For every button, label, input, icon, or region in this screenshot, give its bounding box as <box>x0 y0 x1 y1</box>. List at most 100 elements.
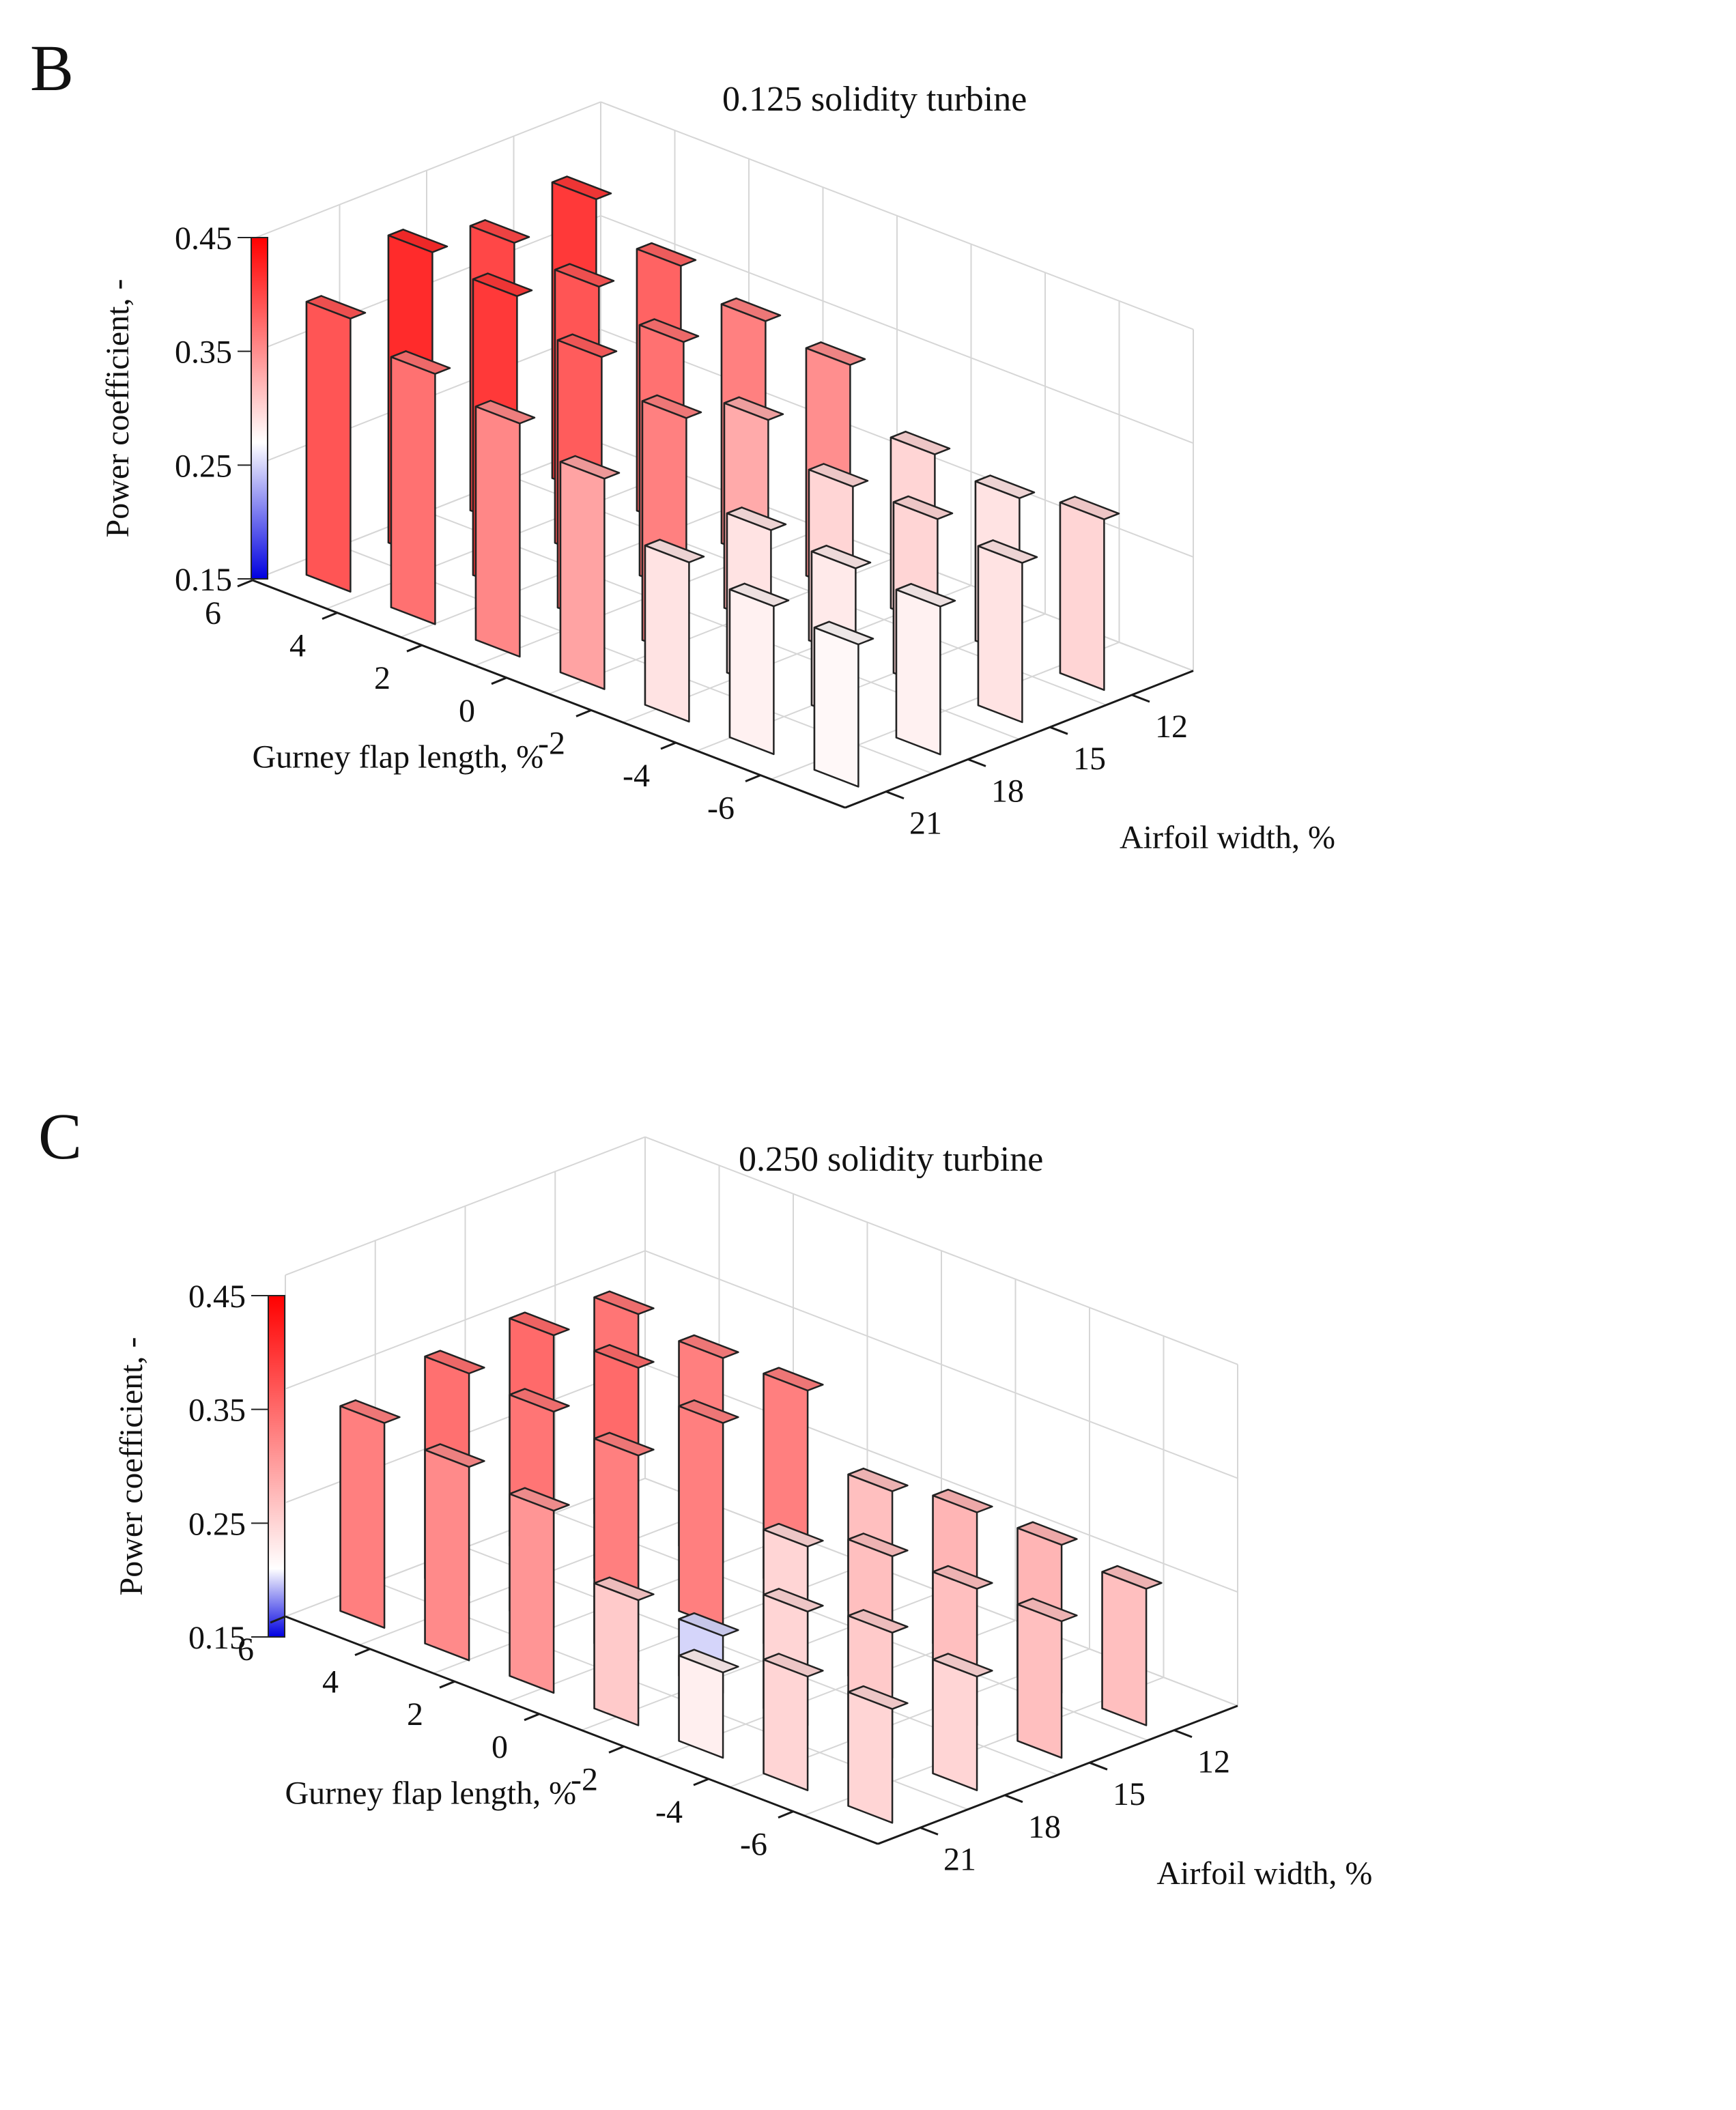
grid-line <box>252 101 601 240</box>
bar-top-face <box>678 1612 739 1637</box>
bar <box>474 399 536 658</box>
bar-top-face <box>728 582 790 608</box>
z-axis-label: Power coefficient, - <box>113 1337 150 1596</box>
bar <box>644 539 705 723</box>
x-tick-label: 0 <box>492 1729 508 1765</box>
bar-front-face <box>559 461 606 690</box>
y-tick-label: 12 <box>1155 709 1188 745</box>
bars <box>305 175 1120 788</box>
bar-top-face <box>339 1399 401 1424</box>
y-tick <box>1004 1794 1023 1804</box>
bar <box>593 1576 655 1726</box>
x-axis-line <box>285 1615 879 1845</box>
bar-top-face <box>678 1649 739 1674</box>
x-tick <box>270 1615 286 1624</box>
chart-title: 0.250 solidity turbine <box>739 1140 1044 1179</box>
bar <box>678 1399 739 1629</box>
bar-top-face <box>509 1487 570 1512</box>
x-tick-label: -2 <box>538 725 565 761</box>
bar-top-face <box>892 495 954 520</box>
bar-front-face <box>593 1582 640 1726</box>
x-axis-label: Gurney flap length, % <box>253 739 544 775</box>
bar-top-face <box>847 1685 909 1710</box>
bar-top-face <box>763 1367 824 1392</box>
colorbar-tick-label: 0.45 <box>188 1279 246 1315</box>
bar-top-face <box>763 1522 824 1548</box>
grid-line <box>644 1136 1238 1365</box>
y-tick <box>1131 694 1150 703</box>
bar-top-face <box>474 399 536 425</box>
bar-top-face <box>847 1532 909 1558</box>
bar-front-face <box>813 627 859 788</box>
bar-top-face <box>1016 1521 1078 1546</box>
x-axis-label: Gurney flap length, % <box>285 1776 577 1812</box>
x-ticks: 6 4 2 0 -2 -4 -6 <box>238 1615 794 1863</box>
panel-letter: C <box>38 1100 83 1173</box>
colorbar-tick-label: 0.45 <box>175 220 232 257</box>
bar <box>559 455 621 690</box>
x-tick-label: -6 <box>707 790 735 827</box>
bar-top-face <box>509 1311 570 1337</box>
bar-top-face <box>559 455 621 480</box>
bar-top-face <box>932 1653 993 1678</box>
axes <box>285 1615 1238 1845</box>
grid-line <box>600 215 1194 444</box>
y-ticks: 21 18 15 12 <box>920 1729 1230 1877</box>
y-tick-label: 18 <box>1028 1809 1061 1845</box>
x-tick <box>575 709 592 717</box>
bar <box>339 1399 401 1629</box>
x-ticks: 6 4 2 0 -2 -4 -6 <box>205 579 761 827</box>
bar-top-face <box>636 242 697 267</box>
bar <box>424 1443 485 1662</box>
colorbar: 0.45 0.35 0.25 0.15 Power coefficient, - <box>113 1279 285 1656</box>
bar-front-face <box>1059 501 1105 692</box>
bar <box>1059 496 1120 692</box>
bar-front-face <box>728 588 775 756</box>
x-axis-line <box>252 579 846 809</box>
grid-line <box>285 1136 646 1276</box>
bar <box>390 350 451 625</box>
grid-line <box>285 1250 646 1390</box>
bar-top-face <box>974 474 1036 500</box>
bar-top-face <box>932 1565 993 1590</box>
bar-top-face <box>977 539 1038 564</box>
x-tick <box>745 774 761 782</box>
bar <box>977 539 1038 724</box>
x-tick-label: 4 <box>322 1664 339 1700</box>
bar-top-face <box>932 1488 993 1513</box>
bar-top-face <box>895 583 956 608</box>
bar <box>847 1685 909 1824</box>
bar-top-face <box>390 350 451 375</box>
bar-top-face <box>551 175 612 201</box>
y-tick-label: 15 <box>1113 1776 1146 1812</box>
bar-top-face <box>593 1290 655 1315</box>
x-tick-label: 2 <box>407 1696 423 1733</box>
bar <box>509 1487 570 1694</box>
x-tick <box>491 676 507 685</box>
bar-top-face <box>554 263 615 288</box>
y-tick-label: 18 <box>991 773 1024 809</box>
bar-top-face <box>638 318 700 343</box>
bar-top-face <box>890 431 951 455</box>
colorbar: 0.45 0.35 0.25 0.15 Power coefficient, - <box>100 220 268 598</box>
bar <box>932 1653 993 1791</box>
y-tick-label: 21 <box>909 805 942 842</box>
grid-line <box>600 101 1194 330</box>
bar-top-face <box>726 507 787 531</box>
y-axis-label: Airfoil width, % <box>1120 820 1335 856</box>
bar-front-face <box>644 544 690 723</box>
x-tick <box>322 612 338 620</box>
y-axis-line <box>877 1705 1238 1845</box>
x-tick-label: 0 <box>459 693 475 729</box>
colorbar-tick-label: 0.25 <box>188 1506 246 1542</box>
bar <box>895 583 956 756</box>
y-tick <box>1049 726 1068 735</box>
colorbar-scale <box>251 237 268 580</box>
bar-front-face <box>847 1691 894 1824</box>
bar-front-face <box>339 1405 386 1629</box>
bar-front-face <box>763 1658 809 1791</box>
bar <box>763 1653 824 1791</box>
colorbar-tick-label: 0.15 <box>175 562 232 598</box>
y-tick <box>967 758 986 767</box>
bar-front-face <box>305 300 352 593</box>
